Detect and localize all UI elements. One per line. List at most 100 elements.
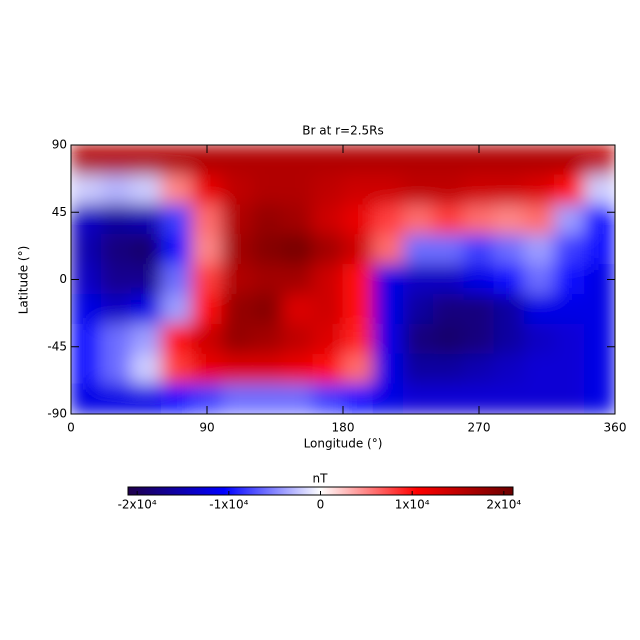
heatmap-cell <box>161 174 193 206</box>
heatmap-cell <box>523 204 556 236</box>
heatmap-cell <box>130 323 163 355</box>
heatmap-cell <box>342 383 374 414</box>
heatmap-cell <box>71 383 102 414</box>
heatmap-cell <box>554 174 586 206</box>
heatmap-cell <box>554 234 586 266</box>
heatmap-cell <box>191 174 223 206</box>
heatmap-cell <box>493 353 525 385</box>
heatmap-cell <box>191 264 223 295</box>
y-tick-label: -45 <box>47 339 67 353</box>
heatmap-cell <box>100 204 132 236</box>
heatmap-cell <box>584 323 615 355</box>
heatmap-cell <box>372 145 404 176</box>
heatmap-cell <box>100 174 132 206</box>
heatmap-cell <box>312 293 344 325</box>
heatmap-cell <box>221 234 253 266</box>
heatmap-cell <box>433 234 465 266</box>
heatmap-cell <box>463 323 495 355</box>
x-tick-label: 180 <box>332 421 355 435</box>
heatmap-cell <box>312 204 344 236</box>
heatmap-cell <box>221 145 253 176</box>
heatmap-cell <box>71 174 102 206</box>
heatmap-cell <box>584 145 615 176</box>
chart-title: Br at r=2.5Rs <box>302 124 384 138</box>
heatmap-cell <box>221 353 253 385</box>
colorbar-tick-label: 0 <box>317 498 325 512</box>
heatmap-cell <box>372 323 404 355</box>
heatmap-cell <box>523 383 556 414</box>
heatmap-cell <box>372 174 404 206</box>
heatmap-cell <box>584 234 615 266</box>
heatmap-cell <box>100 145 132 176</box>
heatmap-cell <box>402 145 435 176</box>
heatmap-cell <box>100 264 132 295</box>
heatmap-cell <box>523 145 556 176</box>
heatmap-cell <box>433 264 465 295</box>
heatmap-cell <box>523 353 556 385</box>
heatmap-cell <box>312 383 344 414</box>
heatmap-cell <box>191 204 223 236</box>
heatmap-cell <box>463 204 495 236</box>
heatmap-cell <box>161 234 193 266</box>
heatmap-cell <box>71 204 102 236</box>
y-tick-label: -90 <box>47 407 67 421</box>
heatmap-cell <box>493 264 525 295</box>
heatmap-cell <box>251 323 284 355</box>
heatmap-cell <box>554 323 586 355</box>
x-tick-label: 90 <box>199 421 214 435</box>
heatmap-cell <box>433 383 465 414</box>
heatmap-cell <box>523 234 556 266</box>
heatmap-cell <box>554 264 586 295</box>
heatmap-cell <box>493 323 525 355</box>
x-axis-label: Longitude (°) <box>304 437 383 451</box>
heatmap-cell <box>523 323 556 355</box>
heatmap-cell <box>251 293 284 325</box>
heatmap-cell <box>463 234 495 266</box>
heatmap-cell <box>312 323 344 355</box>
heatmap-cell <box>130 174 163 206</box>
heatmap-cell <box>100 293 132 325</box>
heatmap-cell <box>342 323 374 355</box>
heatmap-cell <box>584 174 615 206</box>
heatmap-cell <box>433 323 465 355</box>
heatmap-cell <box>402 174 435 206</box>
heatmap-cell <box>161 383 193 414</box>
heatmap-cell <box>463 174 495 206</box>
heatmap-cell <box>402 204 435 236</box>
heatmap-cell <box>130 264 163 295</box>
heatmap-cell <box>554 353 586 385</box>
heatmap-cell <box>493 234 525 266</box>
heatmap-cell <box>433 174 465 206</box>
x-tick-label: 0 <box>67 421 75 435</box>
heatmap-cell <box>372 293 404 325</box>
heatmap-cell <box>251 234 284 266</box>
heatmap-cell <box>251 353 284 385</box>
heatmap-cell <box>221 174 253 206</box>
heatmap-cell <box>71 353 102 385</box>
heatmap-cell <box>161 204 193 236</box>
heatmap-cell <box>130 234 163 266</box>
heatmap-cell <box>402 323 435 355</box>
heatmap-cell <box>71 293 102 325</box>
heatmap-cell <box>433 145 465 176</box>
heatmap-cell <box>191 293 223 325</box>
heatmap-cell <box>402 293 435 325</box>
heatmap-cell <box>312 353 344 385</box>
heatmap-cell <box>402 234 435 266</box>
heatmap-cell <box>100 234 132 266</box>
heatmap-cell <box>342 264 374 295</box>
heatmap-cell <box>523 174 556 206</box>
x-tick-label: 270 <box>468 421 491 435</box>
heatmap-cell <box>282 234 314 266</box>
heatmap-cell <box>100 353 132 385</box>
heatmap-cell <box>463 293 495 325</box>
heatmap-cell <box>554 204 586 236</box>
heatmap-cell <box>493 293 525 325</box>
heatmap-cell <box>130 204 163 236</box>
heatmap-cell <box>493 204 525 236</box>
heatmap-cell <box>342 234 374 266</box>
colorbar-tick-label: 2x10⁴ <box>486 498 521 512</box>
heatmap-cell <box>584 204 615 236</box>
heatmap-cell <box>100 383 132 414</box>
